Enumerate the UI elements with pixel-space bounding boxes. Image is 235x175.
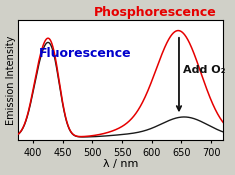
Text: Fluorescence: Fluorescence [39,47,131,60]
Y-axis label: Emission Intensity: Emission Intensity [6,36,16,125]
X-axis label: λ / nm: λ / nm [103,159,138,169]
Text: Phosphorescence: Phosphorescence [94,6,217,19]
Text: Add O₂: Add O₂ [183,65,225,75]
